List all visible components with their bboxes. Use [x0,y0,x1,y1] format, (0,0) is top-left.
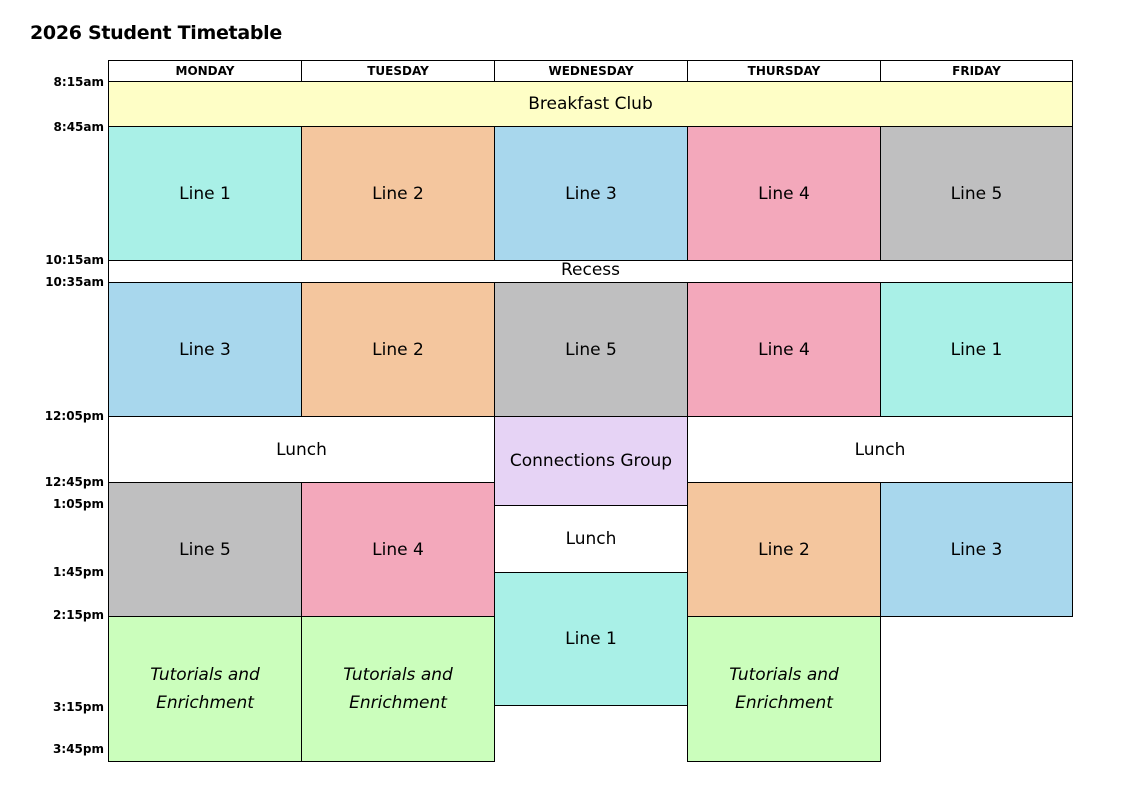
time-label: 2:15pm [53,608,104,622]
tuesday-tutorials-block: Tutorials and Enrichment [301,616,495,762]
day-header-thursday: THURSDAY [687,60,881,82]
time-label: 3:45pm [53,742,104,756]
thursday-period-1: Line 4 [687,126,881,261]
enrichment-text: Enrichment [349,693,447,713]
enrichment-text: Enrichment [156,693,254,713]
connections-group-block: Connections Group [494,416,688,506]
time-label: 1:05pm [53,497,104,511]
breakfast-club-block: Breakfast Club [108,81,1073,127]
time-label: 12:05pm [44,409,104,423]
lunch-block-mon-tue: Lunch [108,416,495,483]
lunch-block-thu-fri: Lunch [687,416,1073,483]
time-label: 8:15am [53,75,104,89]
tutorials-text: Tutorials and [729,665,839,685]
wednesday-period-2: Line 5 [494,282,688,417]
tuesday-period-3: Line 4 [301,482,495,617]
friday-period-2: Line 1 [880,282,1073,417]
tuesday-period-2: Line 2 [301,282,495,417]
day-header-tuesday: TUESDAY [301,60,495,82]
day-header-monday: MONDAY [108,60,302,82]
monday-period-1: Line 1 [108,126,302,261]
time-label: 3:15pm [53,700,104,714]
tuesday-period-1: Line 2 [301,126,495,261]
recess-block: Recess [108,260,1073,283]
monday-period-3: Line 5 [108,482,302,617]
day-header-wednesday: WEDNESDAY [494,60,688,82]
monday-tutorials-block: Tutorials and Enrichment [108,616,302,762]
wednesday-period-3: Line 1 [494,572,688,706]
tutorials-text: Tutorials and [343,665,453,685]
wednesday-lunch-block: Lunch [494,505,688,573]
day-header-friday: FRIDAY [880,60,1073,82]
enrichment-text: Enrichment [735,693,833,713]
time-label: 10:15am [45,253,104,267]
time-label: 8:45am [53,120,104,134]
friday-period-3: Line 3 [880,482,1073,617]
tutorials-text: Tutorials and [150,665,260,685]
thursday-tutorials-block: Tutorials and Enrichment [687,616,881,762]
thursday-period-3: Line 2 [687,482,881,617]
wednesday-period-1: Line 3 [494,126,688,261]
time-label: 12:45pm [44,475,104,489]
thursday-period-2: Line 4 [687,282,881,417]
time-label: 1:45pm [53,565,104,579]
page-title: 2026 Student Timetable [30,22,282,44]
time-label: 10:35am [45,275,104,289]
monday-period-2: Line 3 [108,282,302,417]
friday-period-1: Line 5 [880,126,1073,261]
